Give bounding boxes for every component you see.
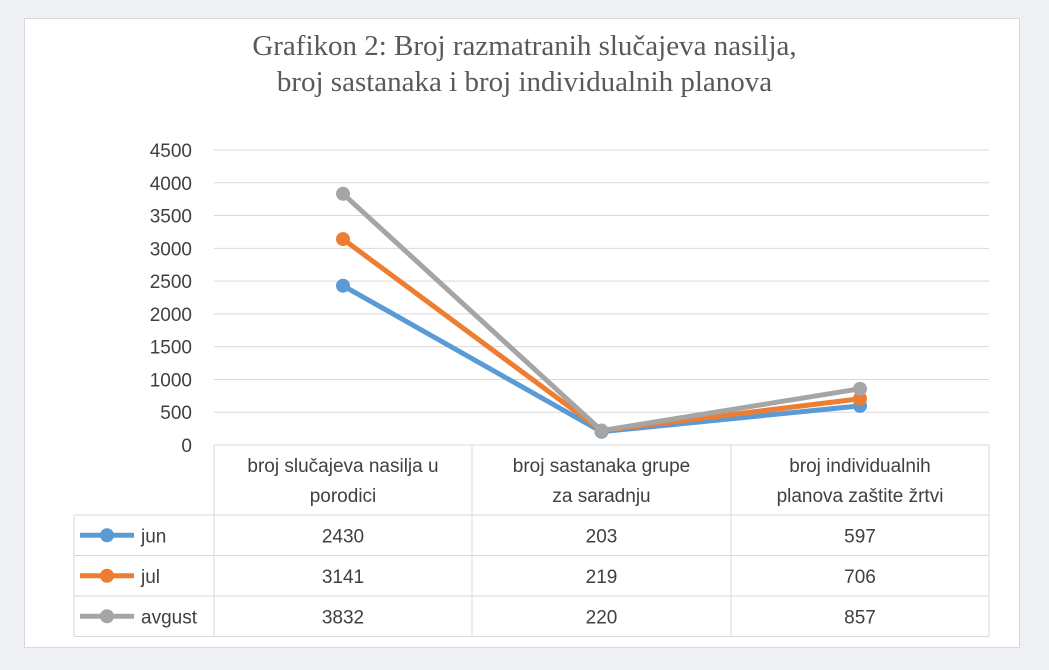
chart-title: Grafikon 2: Broj razmatranih slučajeva n… — [0, 28, 1049, 100]
table-cell-value: 220 — [586, 607, 618, 628]
category-label: broj slučajeva nasilja u — [247, 456, 438, 477]
y-tick-label: 2000 — [150, 305, 192, 326]
category-label: planova zaštite žrtvi — [777, 486, 944, 507]
legend-key-marker — [100, 568, 114, 583]
data-point-jun — [336, 278, 350, 293]
data-point-avgust — [336, 186, 350, 201]
table-cell-value: 3832 — [322, 607, 364, 628]
table-cell-value: 203 — [586, 526, 618, 547]
table-cell-value: 857 — [844, 607, 876, 628]
legend-label: jun — [140, 526, 166, 547]
data-point-avgust — [594, 423, 609, 438]
y-tick-label: 1500 — [150, 338, 192, 359]
category-label: broj sastanaka grupe — [513, 456, 690, 477]
chart-frame — [24, 18, 1020, 648]
data-point-jul — [853, 391, 867, 406]
data-point-jul — [336, 232, 350, 247]
chart-title-line-1: Grafikon 2: Broj razmatranih slučajeva n… — [252, 30, 797, 62]
y-tick-label: 4000 — [150, 174, 192, 195]
table-cell-value: 219 — [586, 567, 618, 588]
legend-label: jul — [140, 567, 160, 588]
category-label: porodici — [310, 486, 377, 507]
y-tick-label: 2500 — [150, 272, 192, 293]
y-tick-label: 1000 — [150, 370, 192, 391]
category-label: broj individualnih — [789, 456, 931, 477]
table-cell-value: 597 — [844, 526, 876, 547]
data-point-avgust — [853, 381, 867, 396]
chart-title-line-2: broj sastanaka i broj individualnih plan… — [276, 66, 773, 98]
category-label: za saradnju — [552, 486, 650, 507]
table-cell-value: 3141 — [322, 567, 364, 588]
y-tick-label: 3000 — [150, 239, 192, 260]
legend-label: avgust — [141, 607, 198, 628]
series-line-avgust — [341, 191, 861, 434]
legend-key-marker — [100, 609, 114, 624]
table-cell-value: 706 — [844, 567, 876, 588]
y-tick-label: 0 — [181, 436, 192, 457]
table-cell-value: 2430 — [322, 526, 364, 547]
y-tick-label: 500 — [160, 403, 192, 424]
y-tick-label: 4500 — [150, 141, 192, 162]
y-tick-label: 3500 — [150, 207, 192, 228]
legend-key-marker — [100, 528, 114, 543]
